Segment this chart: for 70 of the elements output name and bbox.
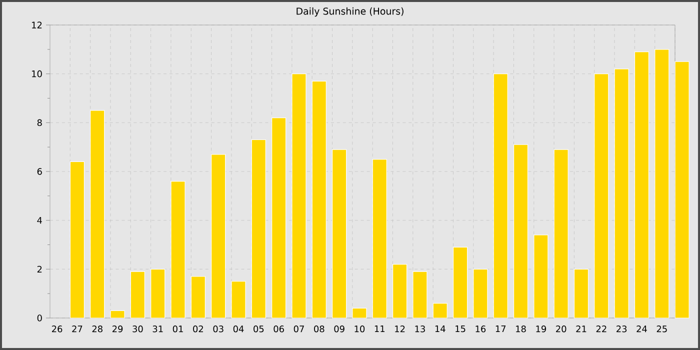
x-tick-label: 01 [172, 326, 183, 332]
y-tick-label: 6 [37, 168, 42, 175]
y-tick-label: 10 [32, 70, 42, 78]
x-tick-label: 31 [152, 326, 163, 332]
bar [110, 310, 125, 318]
bar [332, 149, 347, 318]
x-tick-label: 14 [435, 326, 446, 332]
bar [272, 117, 286, 318]
x-tick-label: 02 [193, 326, 203, 332]
x-tick-label: 10 [354, 326, 365, 332]
x-tick-label: 27 [72, 326, 82, 332]
x-tick-label: 20 [556, 326, 566, 332]
x-tick-label: 12 [395, 326, 405, 332]
x-tick-label: 08 [314, 326, 324, 332]
x-tick-label: 30 [132, 326, 143, 332]
x-tick-label: 29 [112, 326, 123, 332]
y-tick-label: 0 [37, 314, 42, 322]
x-tick-label: 24 [636, 326, 647, 332]
x-tick-label: 23 [616, 326, 627, 332]
x-tick-label: 11 [374, 326, 385, 332]
y-tick-label: 8 [37, 119, 42, 126]
bar [594, 74, 609, 318]
bar [352, 308, 367, 318]
bar [211, 154, 226, 318]
bar [473, 268, 488, 318]
x-tick-label: 05 [254, 326, 264, 332]
x-tick-label: 18 [516, 326, 526, 332]
x-tick-label: 26 [52, 326, 62, 332]
bar [452, 246, 468, 318]
x-tick-label: 22 [596, 326, 606, 332]
x-tick-label: 03 [213, 326, 224, 332]
bar [292, 74, 306, 318]
bar [130, 271, 146, 318]
x-tick-label: 17 [496, 326, 506, 332]
bar [90, 110, 105, 318]
bar [251, 139, 266, 318]
x-tick-label: 28 [92, 326, 102, 332]
x-tick-label: 04 [233, 326, 244, 332]
bar [554, 149, 568, 318]
y-tick-label: 12 [32, 22, 42, 28]
x-tick-label: 13 [415, 326, 425, 332]
bar [614, 68, 629, 318]
bar [372, 158, 387, 318]
bar [231, 281, 246, 318]
y-tick-label: 2 [37, 266, 42, 272]
x-tick-label: 06 [274, 326, 284, 332]
bar [574, 268, 589, 318]
bar [654, 49, 670, 318]
y-tick-label: 4 [37, 217, 42, 224]
bar [634, 52, 650, 318]
x-tick-label: 25 [656, 326, 667, 332]
bar [534, 234, 548, 318]
bar [493, 74, 508, 318]
x-tick-label: 09 [334, 326, 344, 332]
bar [170, 180, 186, 318]
x-tick-label: 07 [294, 326, 304, 332]
bar [674, 61, 690, 318]
x-tick-label: 16 [476, 326, 486, 332]
x-tick-label: 19 [536, 326, 546, 332]
chart-title: Daily Sunshine (Hours) [296, 7, 404, 17]
bar [150, 268, 166, 318]
bar [412, 271, 428, 318]
x-tick-label: 21 [576, 326, 586, 332]
bar [432, 303, 448, 318]
bar [190, 276, 206, 318]
bar [312, 80, 326, 318]
bar [70, 161, 85, 318]
bar [392, 264, 408, 318]
bar [513, 144, 528, 318]
x-tick-label: 15 [456, 326, 466, 332]
